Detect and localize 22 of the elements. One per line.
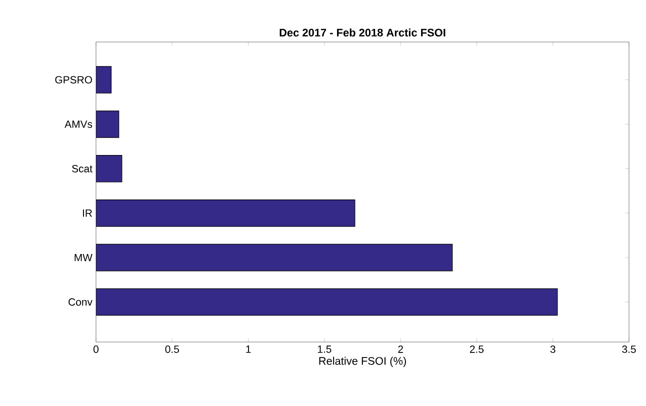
x-tick-label: 0.5 (165, 346, 179, 353)
x-tick-label: 1.5 (318, 346, 332, 353)
x-tick-label: 2.5 (470, 346, 484, 353)
x-tick-label: 3.5 (622, 346, 636, 353)
y-tick-label: Conv (68, 298, 92, 306)
y-tick-label: GPSRO (55, 76, 92, 84)
chart-title: Dec 2017 - Feb 2018 Arctic FSOI (280, 28, 446, 37)
bar (96, 199, 356, 227)
x-axis-title: Relative FSOI (%) (319, 356, 406, 367)
y-tick-label: AMVs (64, 120, 92, 128)
x-tick-label: 2 (398, 346, 403, 353)
x-tick-label: 3 (550, 346, 556, 353)
y-tick-label: MW (74, 254, 92, 262)
bar (96, 66, 112, 94)
bar (96, 110, 120, 138)
x-tick-label: 1 (246, 346, 251, 353)
y-tick-label: IR (82, 210, 92, 217)
bar (96, 155, 122, 182)
y-tick-label: Scat (72, 164, 92, 172)
bar (96, 244, 453, 272)
bar (96, 288, 558, 316)
x-tick-label: 0 (94, 346, 99, 353)
